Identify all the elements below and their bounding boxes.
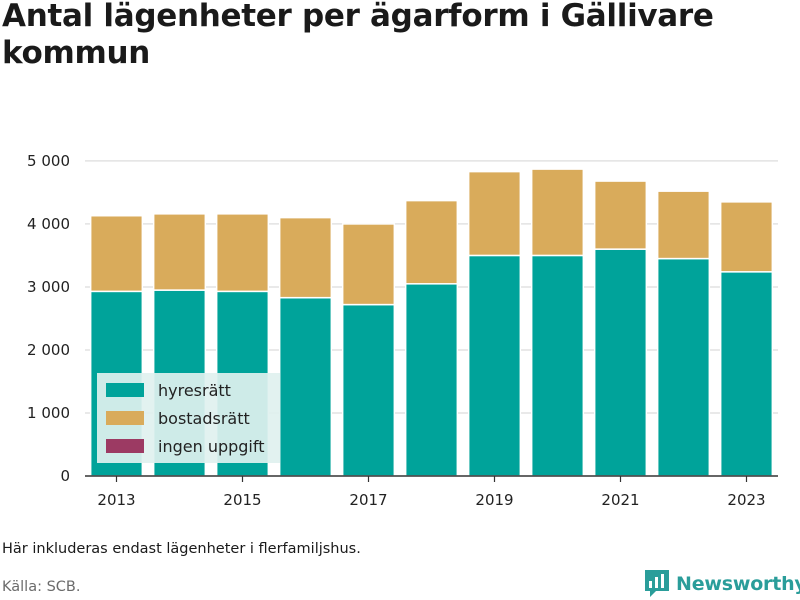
chart-title: Antal lägenheter per ägarform i Gällivar…: [2, 0, 714, 71]
legend: hyresrätt bostadsrätt ingen uppgift: [97, 373, 280, 463]
x-tick-label: 2019: [475, 491, 513, 509]
bar-bostadsrätt-2014: [152, 213, 207, 291]
bar-hyresrätt-2022: [656, 257, 711, 477]
brand-name: Newsworthy: [676, 573, 800, 595]
legend-label-hyresrätt: hyresrätt: [158, 381, 231, 400]
y-tick-label: 3 000: [27, 278, 70, 296]
bar-bostadsrätt-2017: [341, 223, 396, 306]
y-tick-label: 4 000: [27, 215, 70, 233]
bar-bostadsrätt-2020: [530, 168, 585, 257]
x-tick-label: 2013: [97, 491, 135, 509]
y-tick-label: 1 000: [27, 404, 70, 422]
chart-area: 0 1 000 2 000 3 000 4 000 5 000 2013 2015 2017 20…: [27, 152, 778, 509]
bar-hyresrätt-2019: [467, 254, 522, 477]
bar-hyresrätt-2021: [593, 248, 648, 477]
legend-swatch-ingen-uppgift: [106, 439, 144, 453]
x-tick-label: 2021: [601, 491, 639, 509]
x-tick-label: 2015: [223, 491, 261, 509]
bar-bostadsrätt-2013: [89, 214, 144, 293]
bar-bostadsrätt-2023: [719, 201, 774, 273]
bar-hyresrätt-2017: [341, 303, 396, 477]
footnote: Här inkluderas endast lägenheter i flerf…: [2, 541, 361, 557]
legend-label-bostadsrätt: bostadsrätt: [158, 409, 250, 428]
bar-hyresrätt-2020: [530, 254, 585, 477]
bar-hyresrätt-2023: [719, 271, 774, 477]
legend-swatch-hyresrätt: [106, 383, 144, 397]
y-tick-label: 0: [60, 467, 70, 485]
bar-bostadsrätt-2018: [404, 199, 459, 285]
bar-bostadsrätt-2016: [278, 216, 333, 299]
legend-label-ingen-uppgift: ingen uppgift: [158, 437, 265, 456]
x-tick-label: 2023: [727, 491, 765, 509]
axes: 0 1 000 2 000 3 000 4 000 5 000 2013 2015 2017 20…: [27, 152, 778, 509]
y-tick-label: 2 000: [27, 341, 70, 359]
newsworthy-logo: Newsworthy: [644, 569, 800, 599]
newsworthy-icon: [645, 570, 669, 597]
bar-bostadsrätt-2021: [593, 180, 648, 250]
source-text: Källa: SCB.: [2, 579, 81, 595]
bar-bostadsrätt-2022: [656, 190, 711, 260]
bar-hyresrätt-2018: [404, 283, 459, 477]
bar-bostadsrätt-2019: [467, 170, 522, 257]
legend-swatch-bostadsrätt: [106, 411, 144, 425]
bar-hyresrätt-2016: [278, 296, 333, 477]
bar-bostadsrätt-2015: [215, 213, 270, 293]
y-tick-label: 5 000: [27, 152, 70, 170]
x-tick-label: 2017: [349, 491, 387, 509]
